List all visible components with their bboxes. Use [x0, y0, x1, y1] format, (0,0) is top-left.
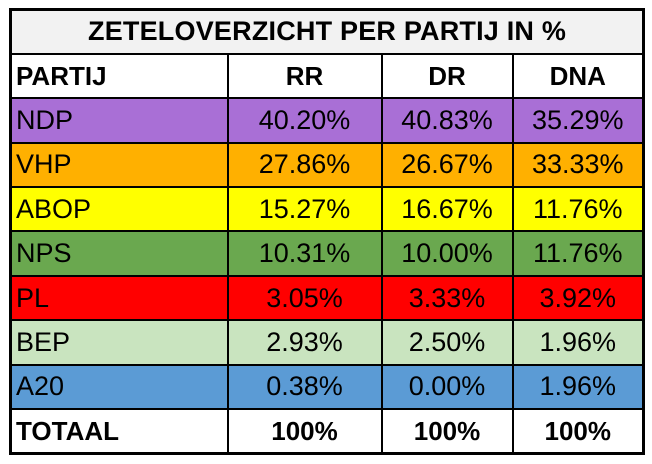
value-cell-dr: 2.50% — [380, 319, 514, 366]
total-label-cell: TOTAAL — [9, 408, 229, 455]
party-name-cell: NDP — [9, 97, 229, 144]
value-cell-rr: 10.31% — [226, 230, 383, 277]
party-name-cell: VHP — [9, 141, 229, 189]
party-name-cell: NPS — [9, 230, 229, 277]
value-cell-rr: 2.93% — [226, 319, 383, 366]
value-cell-dna: 11.76% — [511, 186, 645, 233]
header-row: PARTIJ RR DR DNA — [9, 52, 645, 100]
value-cell-rr: 27.86% — [226, 141, 383, 189]
table-row-bep: BEP 2.93% 2.50% 1.96% — [9, 319, 645, 366]
party-name-cell: ABOP — [9, 186, 229, 233]
table-row-pl: PL 3.05% 3.33% 3.92% — [9, 274, 645, 322]
table-row-vhp: VHP 27.86% 26.67% 33.33% — [9, 141, 645, 189]
table-row-ndp: NDP 40.20% 40.83% 35.29% — [9, 97, 645, 144]
value-cell-rr: 15.27% — [226, 186, 383, 233]
value-cell-dr: 10.00% — [380, 230, 514, 277]
value-cell-dna: 3.92% — [511, 274, 645, 322]
column-header-party: PARTIJ — [9, 52, 229, 100]
column-header-dr: DR — [380, 52, 514, 100]
column-header-rr: RR — [226, 52, 383, 100]
value-cell-dna: 1.96% — [511, 319, 645, 366]
table-body: ZETELOVERZICHT PER PARTIJ IN % PARTIJ RR… — [9, 8, 645, 455]
value-cell-dna: 11.76% — [511, 230, 645, 277]
party-name-cell: PL — [9, 274, 229, 322]
total-value-cell-dna: 100% — [511, 408, 645, 455]
value-cell-dr: 40.83% — [380, 97, 514, 144]
table-row-nps: NPS 10.31% 10.00% 11.76% — [9, 230, 645, 277]
value-cell-dr: 26.67% — [380, 141, 514, 189]
value-cell-rr: 0.38% — [226, 363, 383, 411]
party-name-cell: A20 — [9, 363, 229, 411]
value-cell-rr: 40.20% — [226, 97, 383, 144]
value-cell-rr: 3.05% — [226, 274, 383, 322]
total-value-cell-dr: 100% — [380, 408, 514, 455]
column-header-dna: DNA — [511, 52, 645, 100]
table-row-abop: ABOP 15.27% 16.67% 11.76% — [9, 186, 645, 233]
value-cell-dr: 0.00% — [380, 363, 514, 411]
value-cell-dna: 35.29% — [511, 97, 645, 144]
table-row-a20: A20 0.38% 0.00% 1.96% — [9, 363, 645, 411]
value-cell-dna: 1.96% — [511, 363, 645, 411]
total-value-cell-rr: 100% — [226, 408, 383, 455]
seat-percentage-table: ZETELOVERZICHT PER PARTIJ IN % PARTIJ RR… — [9, 8, 646, 455]
value-cell-dr: 3.33% — [380, 274, 514, 322]
value-cell-dr: 16.67% — [380, 186, 514, 233]
table-title: ZETELOVERZICHT PER PARTIJ IN % — [9, 8, 645, 55]
value-cell-dna: 33.33% — [511, 141, 645, 189]
party-name-cell: BEP — [9, 319, 229, 366]
table-row-total: TOTAAL 100% 100% 100% — [9, 408, 645, 455]
title-row: ZETELOVERZICHT PER PARTIJ IN % — [9, 8, 645, 55]
